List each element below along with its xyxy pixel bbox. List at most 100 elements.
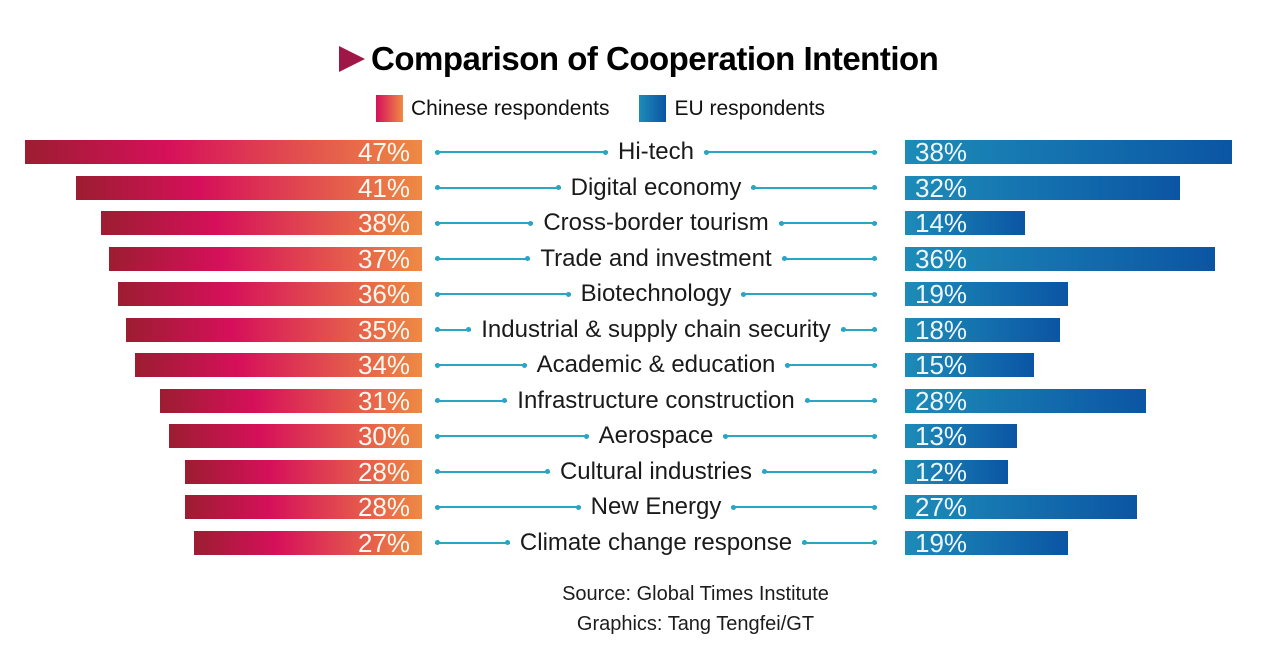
- eu-bar-zone: 13%: [905, 421, 1267, 451]
- category-zone: Infrastructure construction: [422, 387, 905, 414]
- source-line: Source: Global Times Institute: [562, 582, 829, 605]
- chinese-bar: 34%: [134, 352, 422, 378]
- chinese-value-label: 47%: [357, 137, 410, 167]
- category-label: Hi-tech: [617, 138, 695, 165]
- connector-line-left: [435, 540, 510, 545]
- category-zone: Academic & education: [422, 351, 905, 378]
- eu-bar: 32%: [905, 175, 1181, 201]
- chinese-bar-zone: 31%: [0, 385, 422, 416]
- chart-row: 38% Cross-border tourism 14%: [0, 208, 1267, 238]
- eu-bar-zone: 38%: [905, 137, 1267, 167]
- eu-bar: 19%: [905, 281, 1069, 307]
- connector-line-left: [435, 185, 561, 190]
- eu-bar: 12%: [905, 459, 1009, 485]
- category-zone: Industrial & supply chain security: [422, 316, 905, 343]
- credit-line: Graphics: Tang Tengfei/GT: [576, 612, 815, 635]
- eu-bar-zone: 12%: [905, 459, 1267, 485]
- eu-value-label: 15%: [915, 350, 968, 380]
- connector-line-right: [751, 185, 877, 190]
- chinese-bar: 37%: [109, 246, 422, 272]
- eu-bar-zone: 28%: [905, 385, 1267, 416]
- category-label: Aerospace: [598, 422, 714, 449]
- eu-value-label: 27%: [915, 492, 968, 522]
- chinese-bar-zone: 30%: [0, 421, 422, 451]
- chart-row: 31% Infrastructure construction 28%: [0, 385, 1267, 416]
- chinese-bar-zone: 35%: [0, 317, 422, 343]
- connector-line-right: [785, 362, 877, 368]
- chart-title: Comparison of Cooperation Intention: [371, 40, 939, 77]
- title-triangle-icon: [339, 46, 365, 72]
- legend-item-eu: EU respondents: [639, 95, 825, 122]
- connector-line-right: [762, 469, 877, 474]
- chinese-bar-zone: 41%: [0, 175, 422, 201]
- connector-line-left: [435, 327, 472, 332]
- category-label: Climate change response: [519, 528, 793, 556]
- eu-bar: 15%: [905, 350, 1034, 380]
- category-label: Biotechnology: [580, 280, 732, 307]
- chart-row: 47% Hi-tech 38%: [0, 137, 1267, 167]
- chinese-bar: 31%: [160, 385, 422, 416]
- eu-bar-zone: 18%: [905, 314, 1267, 345]
- connector-line-left: [435, 469, 550, 474]
- connector-line-right: [704, 149, 877, 155]
- eu-bar-zone: 27%: [905, 492, 1267, 522]
- category-label: Cross-border tourism: [543, 209, 769, 236]
- category-zone: Trade and investment: [422, 244, 905, 272]
- connector-line-right: [840, 327, 878, 332]
- eu-bar: 28%: [905, 385, 1146, 416]
- category-zone: Digital economy: [422, 174, 905, 201]
- eu-bar-zone: 19%: [905, 527, 1267, 558]
- category-label: Trade and investment: [540, 244, 772, 272]
- chart-row: 28% Cultural industries 12%: [0, 458, 1267, 485]
- chinese-bar-zone: 38%: [0, 208, 422, 238]
- category-zone: Aerospace: [422, 422, 905, 449]
- eu-bar-zone: 14%: [905, 208, 1267, 238]
- legend-item-chinese: Chinese respondents: [376, 95, 609, 122]
- chinese-bar-zone: 27%: [0, 527, 422, 558]
- chart-row: 30% Aerospace 13%: [0, 421, 1267, 451]
- connector-line-right: [731, 504, 878, 510]
- chinese-bar: 28%: [185, 494, 422, 520]
- eu-bar-zone: 36%: [905, 246, 1267, 272]
- category-label: Academic & education: [536, 351, 776, 378]
- chinese-value-label: 30%: [357, 421, 410, 451]
- category-zone: Cultural industries: [422, 458, 905, 485]
- chinese-value-label: 31%: [357, 385, 410, 416]
- eu-value-label: 14%: [915, 208, 968, 238]
- chart-footer: Source: Global Times Institute Graphics:…: [62, 579, 1267, 639]
- chinese-bar: 27%: [193, 527, 422, 558]
- chart-row: 41% Digital economy 32%: [0, 174, 1267, 201]
- eu-bar: 38%: [905, 137, 1232, 167]
- chinese-value-label: 27%: [357, 527, 410, 558]
- connector-line-right: [741, 291, 877, 297]
- chinese-bar: 38%: [100, 208, 422, 238]
- connector-line-left: [435, 256, 531, 261]
- mirrored-bar-chart: 47% Hi-tech 38% 41% Digit: [0, 137, 1267, 558]
- chinese-bar: 28%: [185, 459, 422, 485]
- eu-bar-zone: 19%: [905, 281, 1267, 307]
- chinese-value-label: 38%: [357, 208, 410, 238]
- eu-value-label: 28%: [915, 385, 968, 416]
- eu-bar: 13%: [905, 421, 1017, 451]
- eu-value-label: 13%: [915, 421, 968, 451]
- category-zone: Climate change response: [422, 528, 905, 556]
- eu-bar: 36%: [905, 246, 1215, 272]
- connector-line-left: [435, 398, 508, 403]
- connector-line-left: [435, 504, 581, 510]
- chinese-value-label: 36%: [357, 279, 410, 309]
- chart-row: 28% New Energy 27%: [0, 492, 1267, 522]
- chinese-bar-zone: 47%: [0, 137, 422, 167]
- eu-bar: 14%: [905, 208, 1026, 238]
- eu-value-label: 38%: [915, 137, 968, 167]
- chinese-bar-zone: 28%: [0, 459, 422, 485]
- legend-label-eu: EU respondents: [674, 96, 826, 120]
- connector-line-left: [435, 362, 527, 368]
- chinese-bar: 36%: [117, 279, 422, 309]
- connector-line-left: [435, 149, 608, 155]
- chinese-bar-zone: 36%: [0, 279, 422, 309]
- chart-row: 27% Climate change response 19%: [0, 527, 1267, 558]
- eu-bar: 19%: [905, 527, 1069, 558]
- eu-value-label: 19%: [915, 527, 968, 558]
- eu-value-label: 18%: [915, 314, 968, 345]
- chinese-bar-zone: 34%: [0, 352, 422, 378]
